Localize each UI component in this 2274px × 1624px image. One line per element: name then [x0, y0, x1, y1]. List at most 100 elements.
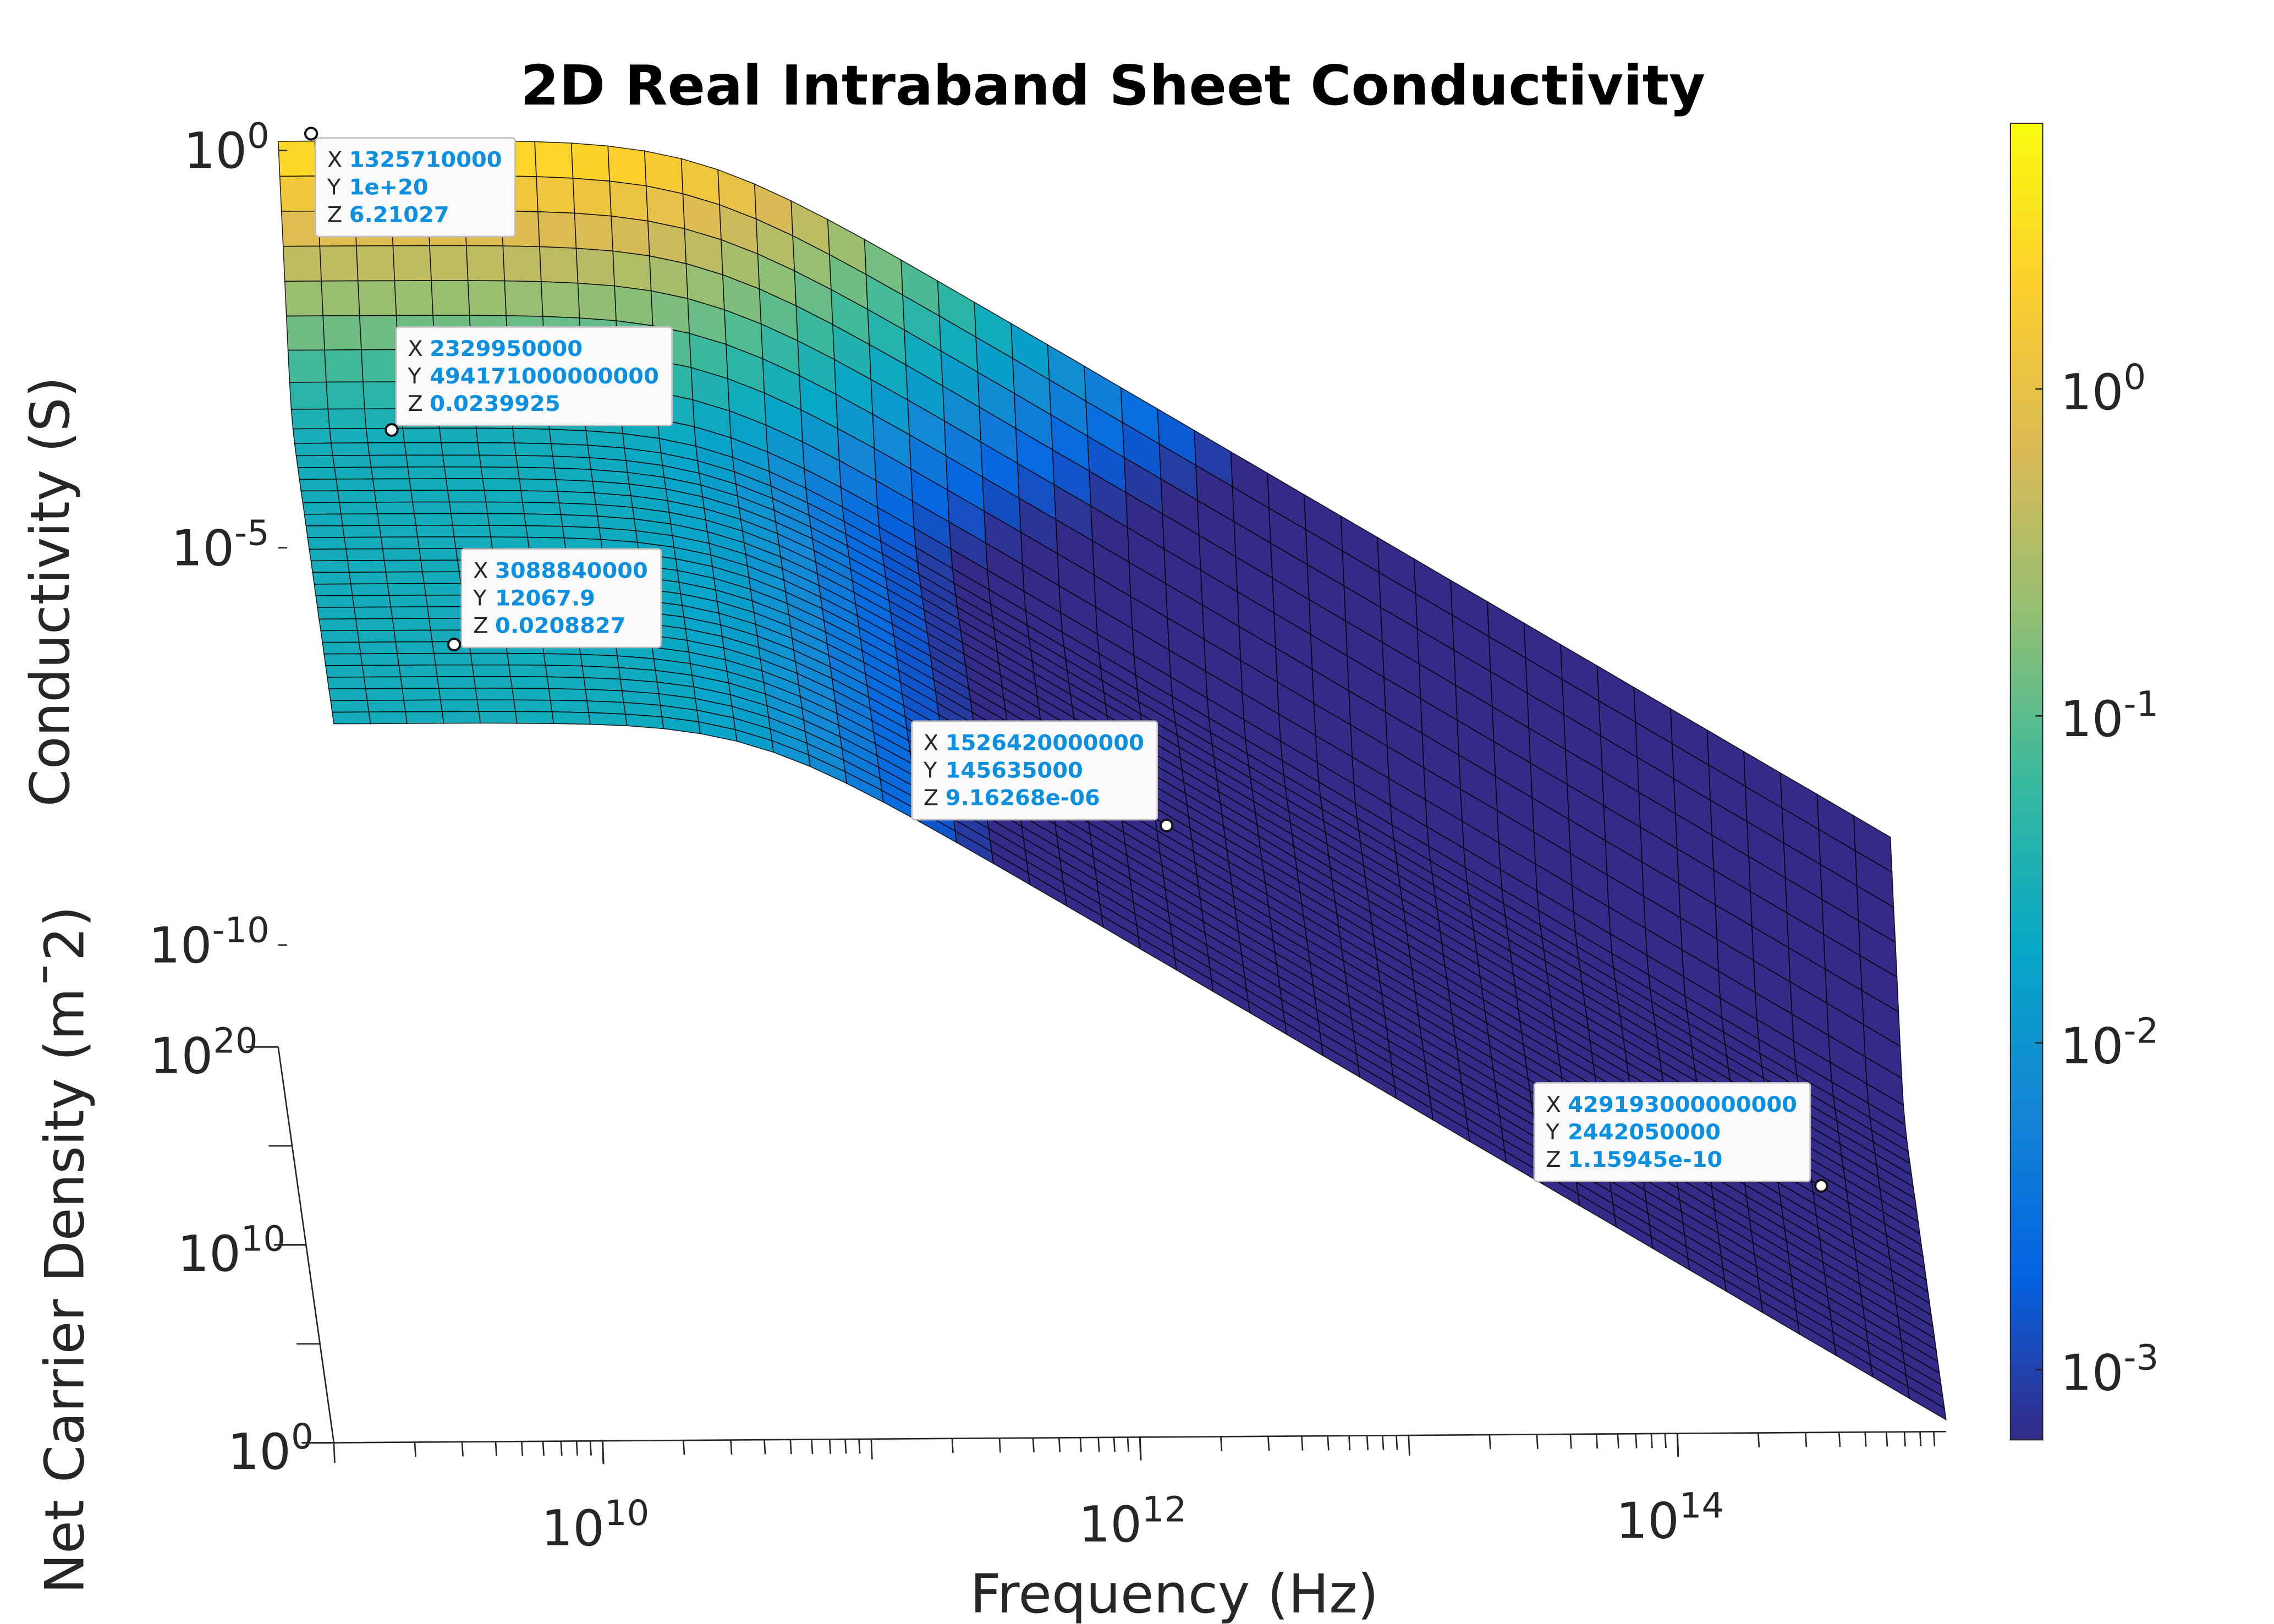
surface-cell: [289, 381, 329, 410]
y-tick-label: 1020: [150, 1021, 257, 1085]
surface-cell: [312, 572, 351, 585]
datatip-key: Y: [1545, 1120, 1559, 1145]
surface-cell: [487, 513, 526, 526]
surface-cell: [403, 699, 443, 712]
surface-cell: [510, 676, 550, 689]
surface-cell: [322, 315, 362, 351]
surface-cell: [611, 215, 650, 257]
surface-cell: [398, 664, 438, 678]
surface-cell: [377, 513, 417, 526]
surface-cell: [546, 676, 586, 690]
surface-cell: [477, 442, 517, 456]
surface-cell: [395, 641, 435, 654]
surface-cell: [405, 454, 445, 468]
surface-cell: [504, 280, 543, 317]
datatip-value: 6.21027: [349, 202, 449, 228]
datatip-box: [315, 137, 516, 238]
surface-cell: [327, 676, 366, 690]
surface-cell: [515, 711, 554, 725]
surface-cell: [367, 442, 407, 456]
surface-cell: [307, 537, 347, 550]
surface-cell: [382, 548, 421, 561]
y-tick-label: 1010: [178, 1219, 285, 1283]
surface-cell: [588, 712, 628, 727]
surface-cell: [405, 711, 444, 724]
datatip-box: [911, 720, 1158, 821]
surface-cell: [425, 594, 465, 607]
surface-cell: [325, 665, 365, 678]
surface-cell: [360, 653, 400, 666]
surface-cell: [332, 454, 372, 468]
surface-cell: [397, 652, 436, 666]
surface-cell: [331, 442, 370, 456]
x-minor-tick: [683, 1440, 685, 1455]
surface-cell: [436, 676, 476, 689]
surface-cell: [442, 454, 482, 468]
y-tick-label: 100: [228, 1416, 314, 1480]
surface-cell: [365, 688, 405, 701]
x-minor-tick: [1267, 1436, 1270, 1451]
datatip-key: X: [924, 731, 938, 756]
x-minor-tick: [333, 1442, 336, 1463]
surface-cell: [447, 490, 487, 503]
surface-cell: [290, 408, 331, 430]
x-minor-tick: [1382, 1435, 1385, 1450]
surface-cell: [372, 478, 412, 491]
datatip-value: 1325710000: [349, 147, 502, 173]
surface-cell: [410, 490, 450, 503]
datatip-key: X: [473, 558, 488, 584]
x-axis-label: Frequency (Hz): [970, 1563, 1379, 1624]
surface-cell: [340, 513, 380, 526]
surface-cell: [326, 381, 365, 410]
x-minor-tick: [542, 1441, 545, 1456]
datatip-box: [460, 548, 662, 649]
surface-cell: [414, 513, 453, 526]
surface-cell: [294, 442, 333, 457]
x-minor-tick: [521, 1441, 524, 1456]
surface-cell: [431, 280, 470, 316]
surface-cell: [545, 665, 585, 678]
surface-cell: [476, 699, 516, 712]
surface-cell: [524, 513, 563, 527]
surface-cell: [380, 536, 420, 550]
colorbar-tick-label: 100: [2060, 356, 2146, 421]
x-minor-tick: [998, 1438, 1001, 1453]
surface-cell: [560, 514, 600, 529]
surface-cell: [387, 583, 427, 596]
datatip-value: 429193000000000: [1568, 1092, 1797, 1117]
surface-cell: [388, 595, 428, 608]
x-minor-tick: [1919, 1431, 1922, 1447]
surface-cell: [438, 427, 479, 443]
x-minor-tick: [1617, 1434, 1619, 1449]
surface-cell: [339, 502, 378, 515]
datatip-key: Y: [473, 586, 487, 611]
datatip: X 3088840000 Y 12067.9 Z 0.0208827: [447, 548, 662, 652]
surface-cell: [402, 688, 441, 701]
surface-cell: [548, 688, 588, 701]
datatip-key: X: [327, 147, 342, 173]
x-minor-tick: [1595, 1434, 1599, 1449]
y-axis-label: Net Carrier Density (m¯2): [34, 906, 97, 1594]
surface-cell: [370, 467, 410, 480]
surface-cell: [407, 466, 447, 480]
z-tick-label: 10-5: [171, 513, 270, 577]
surface-cell: [470, 652, 509, 666]
x-minor-tick: [1220, 1436, 1223, 1451]
surface-cell: [562, 525, 602, 540]
surface-cell: [320, 630, 360, 643]
datatip: X 1325710000 Y 1e+20 Z 6.21027: [304, 127, 516, 238]
surface-cell: [409, 478, 448, 491]
surface-cell: [539, 246, 579, 284]
surface-cell: [441, 711, 481, 724]
surface-cell: [449, 501, 488, 514]
surface-cell: [450, 513, 490, 526]
datatip-box: [1533, 1082, 1811, 1182]
surface-cell: [302, 502, 342, 515]
surface-cell: [480, 467, 520, 480]
surface-cell: [433, 652, 473, 666]
x-tick-label: 1012: [1079, 1489, 1187, 1554]
surface-cell: [424, 583, 463, 596]
colorbar: [2009, 122, 2044, 1441]
surface-cell: [541, 281, 580, 319]
datatip-value: 9.16268e-06: [946, 786, 1100, 811]
